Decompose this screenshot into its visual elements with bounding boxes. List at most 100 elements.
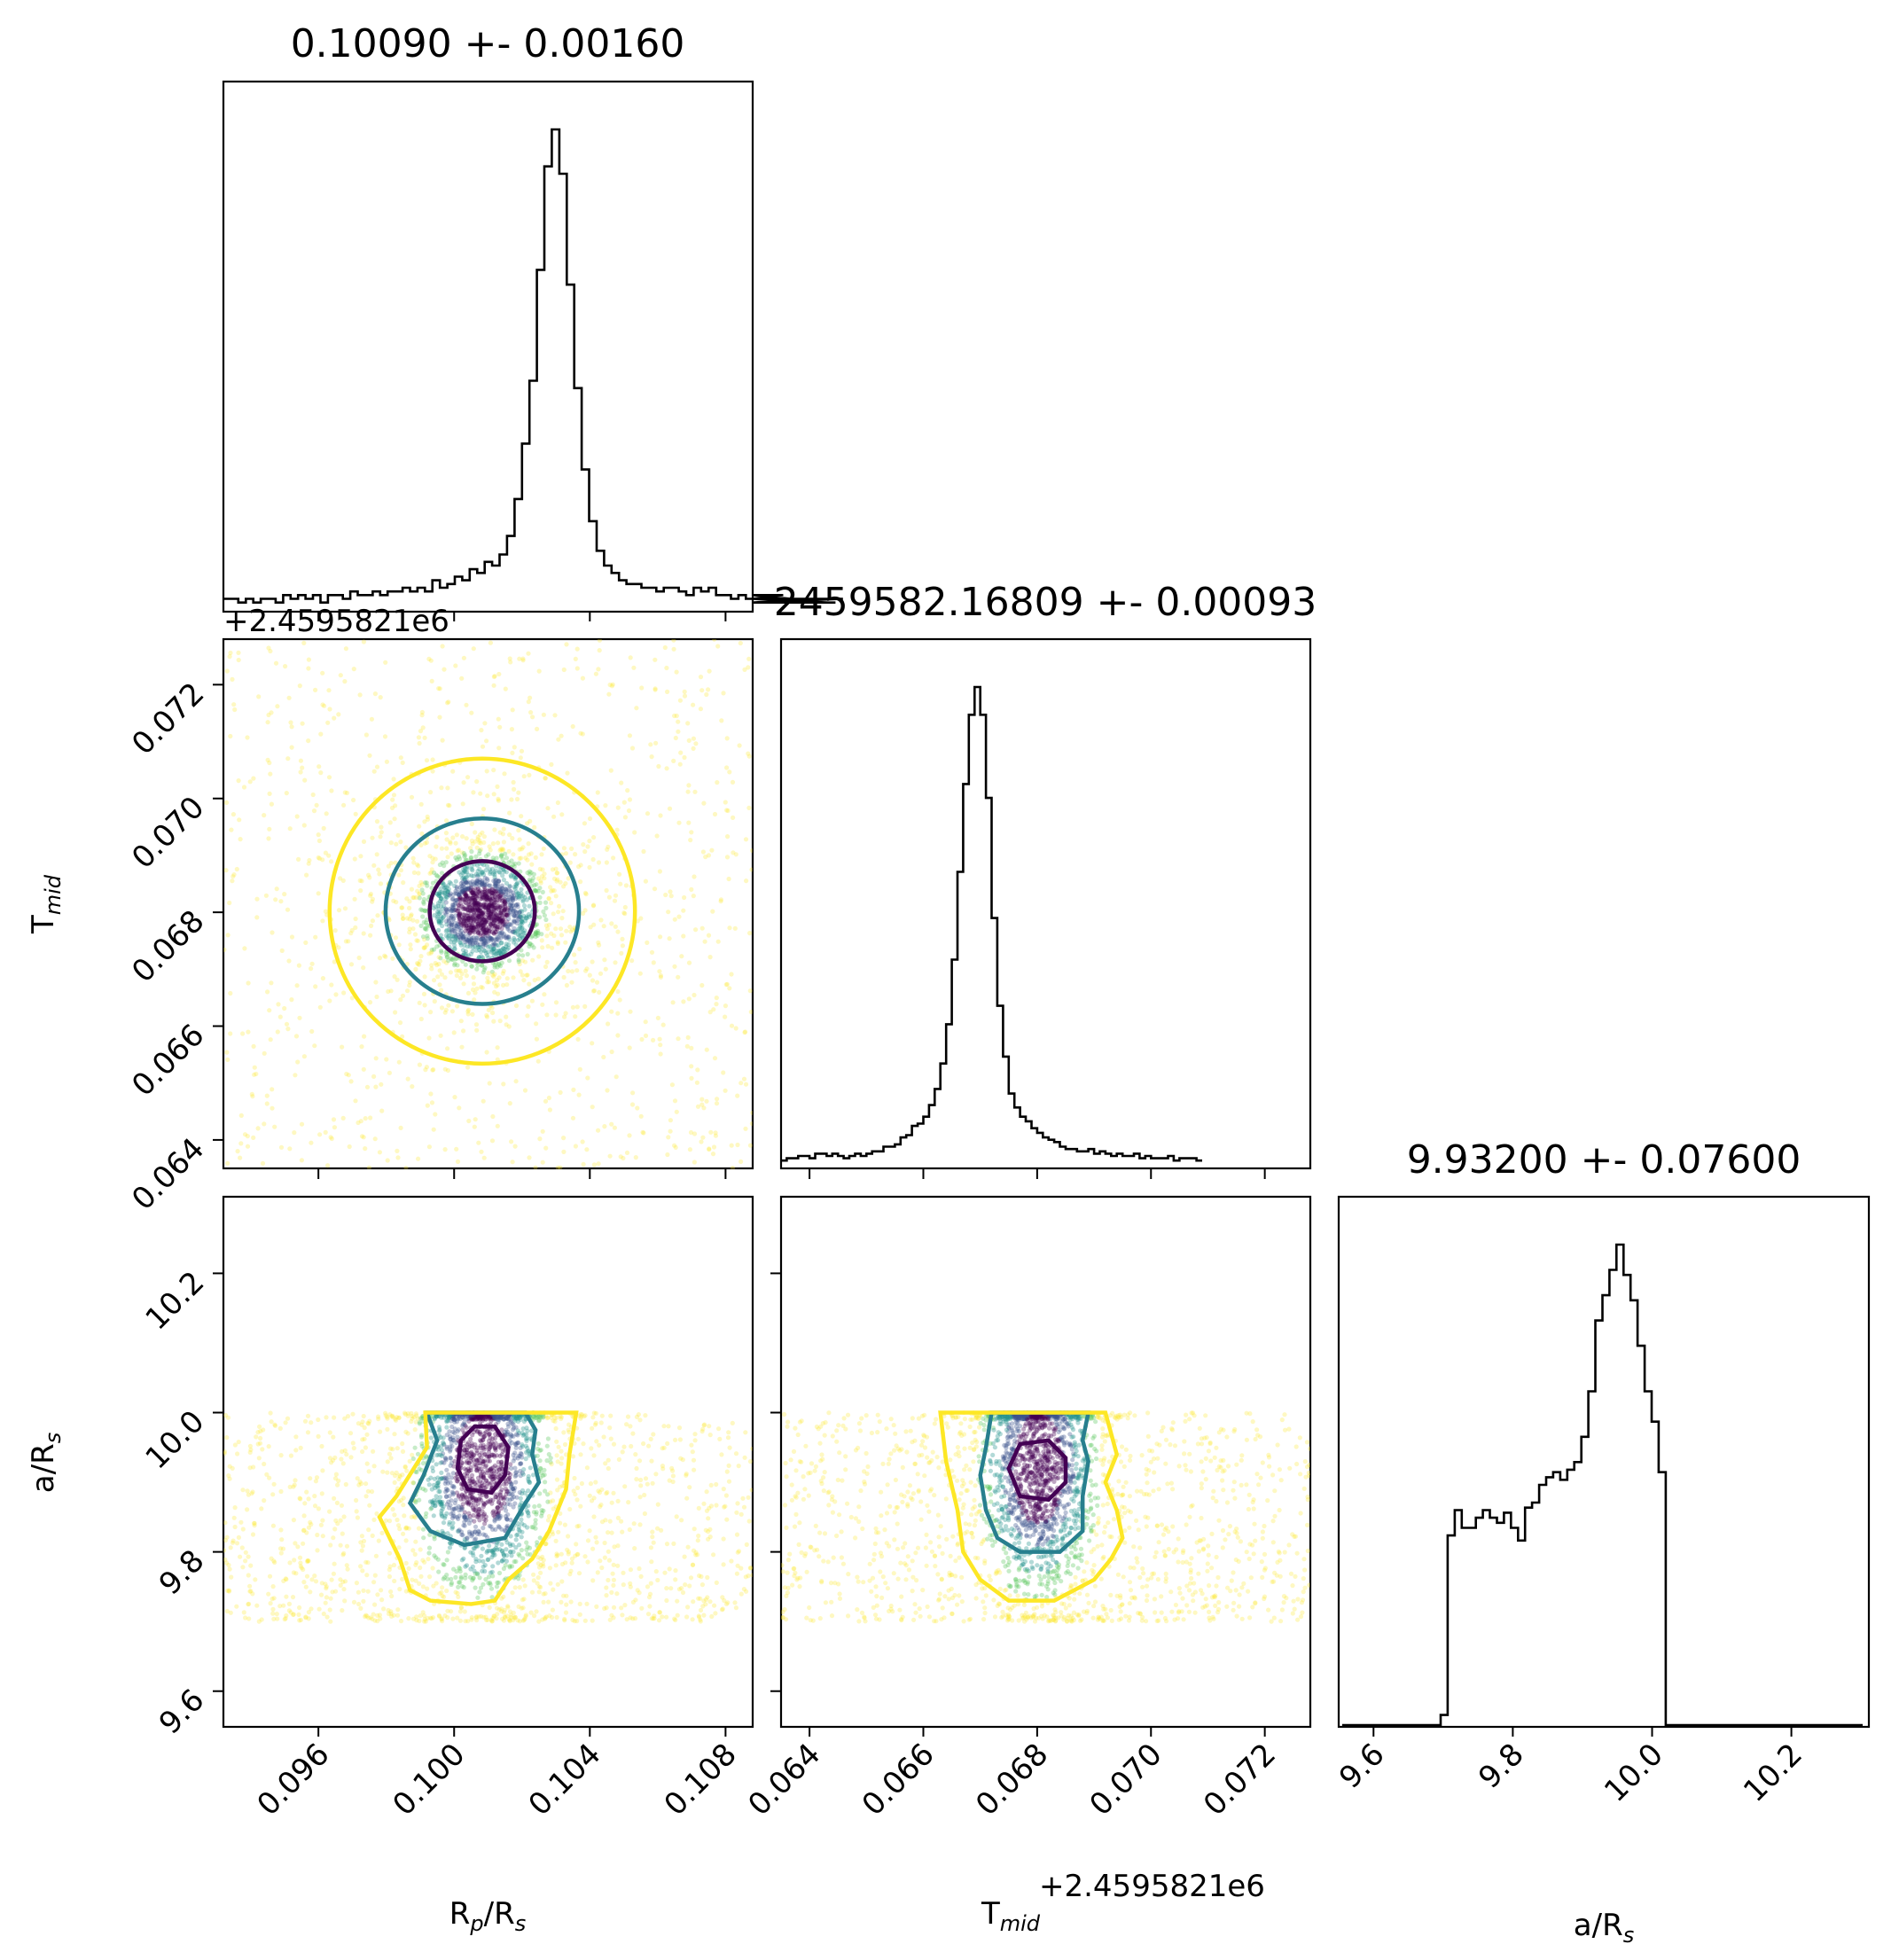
scatter-point [383, 660, 388, 665]
scatter-point [351, 797, 356, 803]
scatter-point [504, 935, 510, 941]
scatter-point [496, 925, 503, 930]
scatter-point [526, 1503, 531, 1509]
scatter-point [554, 1477, 560, 1482]
scatter-point [514, 1495, 520, 1500]
scatter-point [715, 939, 721, 944]
scatter-point [664, 1542, 670, 1547]
scatter-point [492, 1514, 497, 1519]
scatter-point [517, 1490, 522, 1495]
scatter-point [320, 1534, 325, 1539]
scatter-point [478, 931, 483, 936]
scatter-point [534, 1510, 539, 1515]
scatter-point [482, 882, 488, 888]
scatter-point [366, 1421, 371, 1426]
scatter-point [709, 847, 715, 853]
scatter-point [501, 946, 506, 951]
scatter-point [496, 671, 502, 677]
scatter-point [653, 1569, 659, 1574]
scatter-point [369, 716, 374, 722]
scatter-point [481, 902, 486, 908]
scatter-point [543, 1614, 549, 1620]
scatter-point [486, 928, 492, 933]
scatter-point [417, 891, 422, 896]
scatter-point [349, 927, 355, 933]
scatter-point [539, 852, 544, 857]
scatter-point [356, 1421, 361, 1426]
scatter-point [467, 940, 473, 945]
scatter-point [545, 926, 551, 932]
scatter-point [606, 1530, 611, 1535]
scatter-point [450, 902, 456, 908]
scatter-point [657, 1610, 663, 1615]
scatter-point [643, 1033, 649, 1038]
scatter-point [484, 1494, 489, 1499]
scatter-point [535, 928, 541, 933]
scatter-point [747, 1459, 753, 1464]
scatter-point [439, 949, 444, 955]
scatter-point [637, 1522, 643, 1527]
scatter-point [691, 702, 696, 707]
scatter-point [296, 856, 301, 863]
scatter-point [278, 1527, 284, 1533]
scatter-point [481, 1475, 487, 1480]
scatter-point [674, 669, 679, 675]
scatter-point [506, 942, 512, 948]
scatter-point [493, 930, 498, 935]
scatter-point [544, 933, 550, 939]
scatter-point [482, 1485, 488, 1490]
scatter-point [361, 965, 366, 971]
scatter-point [634, 1477, 639, 1482]
scatter-point [457, 870, 462, 875]
scatter-point [492, 870, 497, 875]
scatter-point [485, 906, 490, 911]
scatter-point [540, 867, 545, 872]
scatter-point [652, 1616, 657, 1621]
scatter-point [449, 1581, 454, 1588]
scatter-point [358, 854, 363, 859]
scatter-point [441, 1451, 446, 1456]
scatter-point [417, 1419, 422, 1425]
scatter-point [604, 1605, 609, 1611]
scatter-point [316, 855, 321, 861]
scatter-point [666, 1135, 671, 1140]
scatter-point [324, 1595, 329, 1600]
scatter-point [299, 1158, 304, 1163]
scatter-point [707, 1505, 712, 1511]
scatter-point [481, 905, 487, 910]
scatter-point [603, 1461, 608, 1466]
scatter-point [590, 856, 596, 863]
scatter-point [472, 881, 477, 886]
scatter-point [580, 675, 586, 681]
scatter-point [554, 1439, 559, 1444]
scatter-point [434, 962, 440, 968]
scatter-point [471, 941, 476, 946]
scatter-point [422, 945, 427, 950]
scatter-point [484, 769, 489, 774]
scatter-point [431, 870, 437, 876]
scatter-point [684, 1614, 690, 1620]
scatter-point [550, 867, 556, 872]
scatter-point [396, 1523, 402, 1528]
scatter-point [465, 939, 470, 944]
scatter-point [251, 1043, 256, 1049]
scatter-point [518, 755, 523, 761]
scatter-point [560, 1483, 566, 1488]
scatter-point [491, 973, 496, 979]
scatter-point [514, 1470, 520, 1475]
scatter-point [494, 878, 499, 883]
scatter-point [651, 1540, 656, 1545]
scatter-point [226, 1562, 231, 1568]
scatter-point [272, 1423, 278, 1428]
scatter-point [353, 811, 358, 816]
scatter-point [715, 644, 721, 649]
scatter-point [547, 1566, 553, 1571]
scatter-point [486, 898, 491, 903]
scatter-point [492, 872, 497, 878]
scatter-point [443, 911, 449, 918]
scatter-point [473, 878, 480, 884]
scatter-point [359, 1044, 364, 1050]
scatter-point [270, 1597, 275, 1602]
scatter-point [306, 738, 311, 744]
scatter-point [352, 896, 357, 902]
